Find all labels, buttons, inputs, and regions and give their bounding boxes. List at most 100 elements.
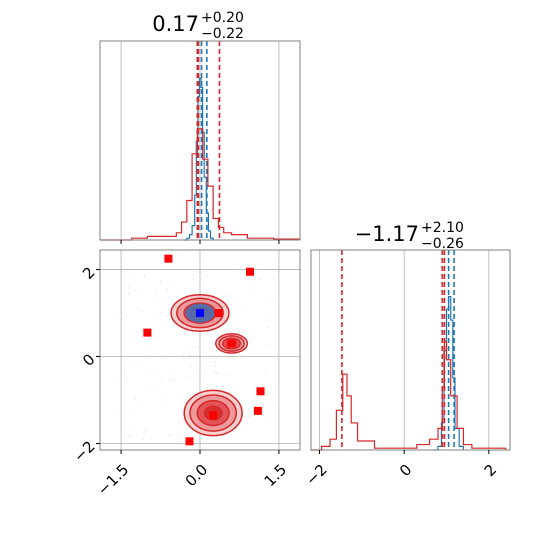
sample-point <box>143 432 145 434</box>
sample-point <box>276 407 278 409</box>
sample-point <box>192 278 194 280</box>
sample-point <box>189 376 191 378</box>
sample-point <box>213 365 216 367</box>
sample-point <box>276 353 278 355</box>
sample-point <box>263 319 266 321</box>
sample-point <box>121 374 123 376</box>
sample-point <box>135 290 137 292</box>
sample-point <box>183 401 185 403</box>
sample-point <box>116 313 118 315</box>
sample-point <box>143 275 146 277</box>
red-square-marker <box>209 411 218 420</box>
sample-point <box>160 311 162 314</box>
sample-point <box>234 323 236 325</box>
sample-point <box>271 296 273 298</box>
red-square-marker <box>227 339 236 348</box>
sample-point <box>173 369 175 371</box>
sample-point <box>259 278 261 280</box>
sample-point <box>170 433 173 436</box>
sample-point <box>225 373 227 376</box>
sample-point <box>182 354 185 356</box>
sample-point <box>228 392 230 394</box>
sample-point <box>241 332 243 334</box>
sample-point <box>162 357 164 360</box>
sample-point <box>129 411 131 413</box>
sample-point <box>159 399 161 401</box>
sample-point <box>216 373 218 375</box>
sample-point <box>243 330 245 332</box>
x-tick-label: −2 <box>302 461 330 489</box>
sample-point <box>169 379 171 381</box>
sample-point <box>160 280 162 282</box>
sample-point <box>134 398 136 400</box>
sample-point <box>204 368 206 371</box>
red-square-marker <box>253 406 262 415</box>
title-hist-y-value: −1.17 <box>355 222 419 246</box>
red-square-marker <box>185 437 194 446</box>
sample-point <box>153 301 156 303</box>
sample-point <box>191 365 193 368</box>
sample-point <box>273 278 275 280</box>
red-square-marker <box>214 309 223 318</box>
sample-point <box>230 316 232 318</box>
sample-point <box>168 434 170 437</box>
blue-square-marker <box>196 309 204 318</box>
sample-point <box>192 347 194 349</box>
red-square-marker <box>164 254 173 263</box>
sample-point <box>265 344 267 346</box>
scatter-panel-xy: −1.5 0.0 1.5 −2 0 2 <box>70 249 301 499</box>
sample-point <box>229 331 232 333</box>
sample-point <box>279 346 281 349</box>
y-tick-label: 0 <box>79 350 98 369</box>
sample-point <box>125 316 127 318</box>
sample-point <box>141 310 143 313</box>
sample-point <box>153 389 156 391</box>
sample-point <box>193 274 196 277</box>
sample-point <box>148 351 151 353</box>
sample-point <box>130 274 132 277</box>
sample-point <box>163 309 165 311</box>
sample-point <box>120 339 122 341</box>
y-tick-label: 2 <box>79 263 98 282</box>
sample-point <box>160 379 162 381</box>
sample-point <box>185 347 187 349</box>
x-tick-label: 1.5 <box>261 461 291 491</box>
sample-point <box>226 294 228 297</box>
x-tick-label: 2 <box>481 461 500 480</box>
sample-point <box>125 379 128 381</box>
sample-point <box>129 427 131 429</box>
sample-point <box>166 288 168 290</box>
sample-point <box>144 430 147 432</box>
red-square-marker <box>256 387 265 396</box>
sample-point <box>241 309 243 311</box>
sample-point <box>264 369 266 372</box>
red-square-marker <box>143 328 152 337</box>
sample-point <box>276 384 278 387</box>
title-hist-y-plus: +2.10 <box>421 220 464 236</box>
x-tick-label: 0 <box>396 461 415 480</box>
sample-point <box>128 292 130 295</box>
sample-point <box>138 401 140 403</box>
title-hist-x-plus: +0.20 <box>201 10 244 26</box>
title-hist-x-value: 0.17 <box>152 12 199 36</box>
sample-point <box>195 370 197 372</box>
sample-point <box>189 356 191 358</box>
sample-point <box>189 354 192 357</box>
sample-point <box>146 388 148 390</box>
sample-point <box>226 356 228 358</box>
sample-point <box>123 370 125 372</box>
sample-point <box>119 413 121 415</box>
sample-point <box>136 307 138 309</box>
histogram-panel-y: −2 0 2 <box>302 249 511 489</box>
sample-point <box>206 274 209 277</box>
sample-point <box>266 394 268 397</box>
sample-point <box>248 415 250 418</box>
sample-point <box>135 365 137 367</box>
sample-point <box>180 433 183 435</box>
sample-point <box>267 326 270 328</box>
sample-point <box>155 292 157 294</box>
histogram-series-line <box>100 128 301 241</box>
y-tick-label: −2 <box>70 437 98 465</box>
x-tick-label: −1.5 <box>94 461 132 499</box>
